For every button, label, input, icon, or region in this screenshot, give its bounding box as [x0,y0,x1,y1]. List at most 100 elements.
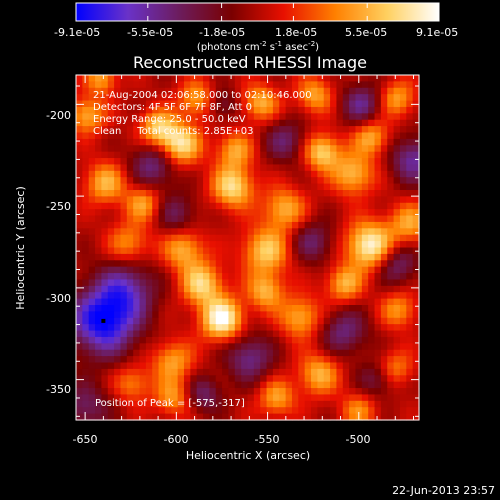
heatmap-cell [177,362,185,370]
heatmap-cell [95,100,103,108]
heatmap-cell [196,145,204,153]
heatmap-cell [215,164,223,172]
heatmap-cell [76,388,83,396]
heatmap-cell [209,381,217,389]
heatmap-cell [253,106,261,114]
heatmap-cell [399,177,407,185]
heatmap-cell [241,388,249,396]
heatmap-cell [399,158,407,166]
heatmap-cell [76,305,83,312]
heatmap-cell [304,241,312,249]
heatmap-cell [76,253,83,261]
heatmap-cell [139,362,147,370]
heatmap-cell [349,285,357,293]
heatmap-cell [247,362,255,370]
heatmap-cell [139,247,147,255]
heatmap-cell [368,285,376,293]
heatmap-cell [291,413,299,421]
heatmap-cell [120,343,128,351]
heatmap-cell [247,292,255,300]
heatmap-cell [203,279,210,287]
heatmap-cell [279,87,287,95]
heatmap-cell [145,394,153,402]
heatmap-cell [406,228,414,236]
heatmap-cell [190,311,198,319]
heatmap-cell [183,375,191,383]
heatmap-cell [272,311,280,319]
heatmap-cell [330,368,338,376]
heatmap-cell [399,138,407,146]
heatmap-cell [323,119,331,127]
heatmap-cell [76,145,83,153]
heatmap-cell [88,413,96,421]
heatmap-cell [247,132,255,140]
heatmap-cell [171,113,179,121]
heatmap-cell [412,158,420,166]
heatmap-cell [82,202,90,210]
heatmap-cell [190,266,198,274]
heatmap-cell [253,311,261,319]
heatmap-cell [266,298,274,306]
heatmap-cell [133,375,141,383]
heatmap-cell [190,202,198,210]
heatmap-cell [203,381,210,389]
heatmap-cell [95,196,103,204]
heatmap-cell [126,106,134,114]
heatmap-cell [304,292,312,300]
heatmap-cell [152,119,160,127]
heatmap-cell [393,362,401,370]
heatmap-cell [107,305,115,312]
heatmap-cell [253,177,261,185]
heatmap-cell [387,343,395,351]
heatmap-cell [311,164,318,172]
heatmap-cell [298,106,306,114]
heatmap-cell [342,145,350,153]
heatmap-cell [279,113,287,121]
heatmap-cell [82,311,90,319]
heatmap-cell [349,190,357,197]
heatmap-cell [399,234,407,242]
heatmap-cell [349,260,357,268]
heatmap-cell [374,151,382,159]
heatmap-cell [158,94,166,102]
heatmap-cell [234,349,242,357]
heatmap-cell [272,81,280,89]
heatmap-cell [164,126,172,134]
heatmap-cell [76,94,83,102]
heatmap-cell [393,209,401,217]
heatmap-cell [272,381,280,389]
heatmap-cell [279,158,287,166]
heatmap-cell [164,228,172,236]
heatmap-cell [101,228,109,236]
heatmap-cell [412,215,420,223]
heatmap-cell [247,336,255,344]
heatmap-cell [260,413,268,421]
heatmap-cell [183,317,191,325]
heatmap-cell [196,228,204,236]
heatmap-cell [241,215,249,223]
heatmap-cell [368,94,376,102]
heatmap-cell [152,317,160,325]
heatmap-cell [101,241,109,249]
heatmap-cell [152,81,160,89]
heatmap-cell [298,305,306,312]
heatmap-cell [380,349,388,357]
heatmap-cell [342,260,350,268]
heatmap-cell [291,190,299,197]
heatmap-cell [291,164,299,172]
heatmap-cell [241,100,249,108]
heatmap-cell [368,413,376,421]
heatmap-cell [177,356,185,364]
heatmap-cell [380,375,388,383]
heatmap-cell [279,164,287,172]
heatmap-cell [387,177,395,185]
annotation-time: 21-Aug-2004 02:06:58.000 to 02:10:46.000 [93,90,312,101]
heatmap-cell [171,190,179,197]
heatmap-cell [368,170,376,178]
heatmap-cell [177,285,185,293]
heatmap-cell [304,234,312,242]
heatmap-cell [342,349,350,357]
heatmap-cell [82,100,90,108]
heatmap-cell [228,413,236,421]
heatmap-cell [107,75,115,82]
